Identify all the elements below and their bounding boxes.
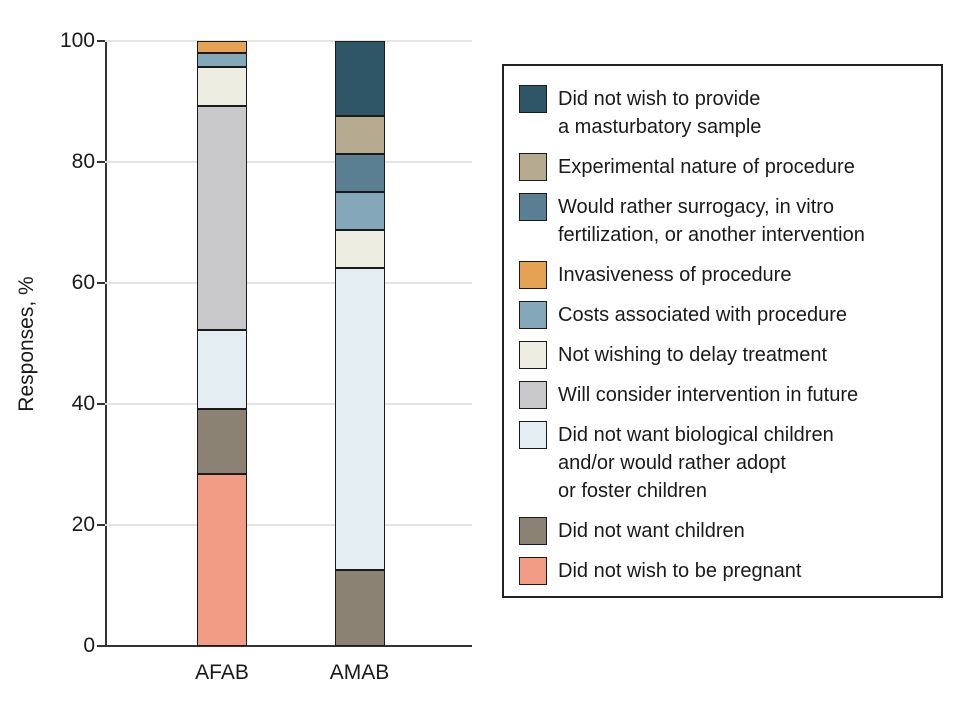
gridline-80 bbox=[105, 160, 472, 163]
legend-label: Will consider intervention in future bbox=[558, 384, 859, 406]
x-axis-line bbox=[105, 645, 472, 647]
legend-label: Did not want biological children and/or … bbox=[558, 424, 834, 502]
legend-item: Not wishing to delay treatment bbox=[519, 341, 931, 369]
legend-item: Will consider intervention in future bbox=[519, 381, 931, 409]
legend-item: Experimental nature of procedure bbox=[519, 153, 931, 181]
bar-segment bbox=[197, 53, 247, 67]
legend-swatch bbox=[519, 517, 547, 545]
legend-swatch bbox=[519, 85, 547, 113]
legend-label: Would rather surrogacy, in vitro fertili… bbox=[558, 196, 865, 246]
legend-swatch bbox=[519, 421, 547, 449]
bar-segment bbox=[197, 408, 247, 475]
bar-segment bbox=[334, 229, 385, 268]
legend-label: Invasiveness of procedure bbox=[558, 264, 792, 286]
legend-label: Not wishing to delay treatment bbox=[558, 344, 828, 366]
y-tick-label-0: 0 bbox=[83, 634, 95, 658]
legend-item: Did not wish to be pregnant bbox=[519, 557, 931, 585]
gridline-40 bbox=[105, 402, 472, 405]
legend-swatch bbox=[519, 341, 547, 369]
y-axis-line bbox=[105, 40, 107, 647]
legend-label: Did not wish to provide a masturbatory s… bbox=[558, 88, 762, 138]
legend-item: Invasiveness of procedure bbox=[519, 261, 931, 289]
y-tick-0 bbox=[97, 644, 105, 647]
gridline-20 bbox=[105, 523, 472, 526]
legend-swatch bbox=[519, 557, 547, 585]
y-tick-label-100: 100 bbox=[59, 29, 95, 53]
legend-item: Did not want children bbox=[519, 517, 931, 545]
legend-label: Costs associated with procedure bbox=[558, 304, 848, 326]
y-tick-60 bbox=[97, 281, 105, 284]
y-tick-100 bbox=[97, 39, 105, 42]
legend-item: Costs associated with procedure bbox=[519, 301, 931, 329]
legend-label: Did not want children bbox=[558, 520, 745, 542]
bar-segment bbox=[197, 329, 247, 409]
legend-label: Did not wish to be pregnant bbox=[558, 560, 802, 582]
y-tick-label-60: 60 bbox=[71, 271, 95, 295]
legend: Did not wish to provide a masturbatory s… bbox=[502, 64, 943, 598]
legend-item: Would rather surrogacy, in vitro fertili… bbox=[519, 193, 931, 249]
legend-swatch bbox=[519, 301, 547, 329]
legend-swatch bbox=[519, 193, 547, 221]
bar-segment bbox=[334, 191, 385, 230]
x-tick-label-amab: AMAB bbox=[329, 661, 390, 684]
y-tick-20 bbox=[97, 523, 105, 526]
legend-swatch bbox=[519, 261, 547, 289]
bar-segment bbox=[334, 154, 385, 192]
bar-segment bbox=[334, 267, 385, 571]
y-tick-label-20: 20 bbox=[71, 513, 95, 537]
y-tick-label-40: 40 bbox=[71, 392, 95, 416]
bar-segment bbox=[197, 40, 247, 54]
bar-segment bbox=[334, 116, 385, 155]
bar-segment bbox=[197, 474, 247, 646]
x-tick-label-afab: AFAB bbox=[195, 661, 249, 684]
y-tick-40 bbox=[97, 402, 105, 405]
bar-segment bbox=[197, 66, 247, 107]
legend-item: Did not want biological children and/or … bbox=[519, 421, 931, 505]
y-tick-80 bbox=[97, 160, 105, 163]
legend-item: Did not wish to provide a masturbatory s… bbox=[519, 85, 931, 141]
bar-segment bbox=[334, 40, 385, 117]
bar-segment bbox=[197, 106, 247, 330]
legend-swatch bbox=[519, 153, 547, 181]
legend-swatch bbox=[519, 381, 547, 409]
y-axis-title: Responses, % bbox=[15, 276, 38, 412]
bar-segment bbox=[334, 570, 385, 646]
gridline-60 bbox=[105, 281, 472, 284]
gridline-100 bbox=[105, 39, 472, 42]
legend-label: Experimental nature of procedure bbox=[558, 156, 855, 178]
y-tick-label-80: 80 bbox=[71, 150, 95, 174]
